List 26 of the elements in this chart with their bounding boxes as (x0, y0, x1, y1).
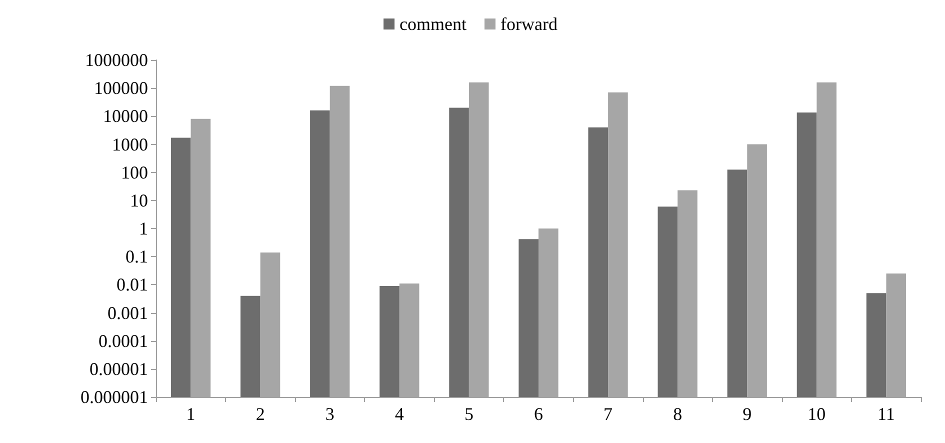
x-tick-label: 7 (604, 404, 613, 424)
x-tick-label: 11 (878, 404, 895, 424)
x-tick-label: 4 (394, 404, 404, 424)
y-tick-label: 1 (139, 218, 148, 238)
y-tick-label: 0.001 (108, 302, 148, 323)
y-tick-label: 1000 (112, 134, 148, 154)
x-tick-label: 5 (464, 404, 474, 424)
x-tick-label: 3 (325, 404, 334, 424)
x-tick-label: 9 (742, 404, 752, 424)
x-tick-label: 1 (186, 404, 196, 424)
x-tick-label: 2 (256, 404, 265, 424)
y-tick-label: 100000 (94, 78, 148, 98)
legend-label: comment (400, 14, 467, 34)
y-tick-label: 0.000001 (80, 387, 148, 407)
x-tick-label: 6 (534, 404, 543, 424)
x-tick-label: 8 (673, 404, 682, 424)
y-tick-label: 10 (130, 190, 148, 210)
x-tick-label: 10 (808, 404, 826, 424)
y-tick-label: 0.00001 (90, 358, 148, 379)
y-tick-label: 0.1 (126, 246, 148, 267)
y-tick-label: 1000000 (85, 50, 148, 70)
y-tick-label: 100 (121, 162, 148, 182)
y-tick-label: 0.01 (116, 274, 148, 295)
y-tick-label: 10000 (103, 106, 148, 126)
y-tick-label: 0.0001 (98, 330, 148, 351)
legend-label: forward (500, 14, 558, 34)
